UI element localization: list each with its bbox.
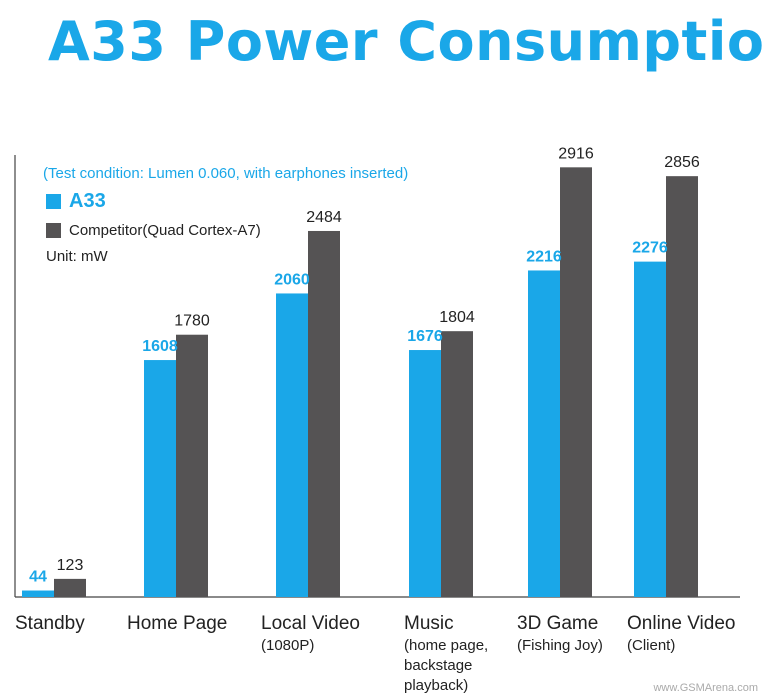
category-label-2: Local Video [261, 613, 360, 634]
legend-item-a33: A33 [46, 190, 106, 213]
bar-competitor-0 [54, 578, 86, 597]
bar-competitor-1 [176, 334, 208, 597]
category-sublabel-3-0: (home page, [404, 637, 488, 654]
data-label-competitor-5: 2856 [664, 154, 700, 171]
data-label-a33-0: 44 [29, 569, 47, 586]
bar-a33-5 [634, 261, 666, 597]
category-label-0: Standby [15, 613, 85, 634]
data-label-a33-4: 2216 [526, 248, 562, 265]
category-sublabel-3-2: playback) [404, 677, 468, 694]
bar-a33-4 [528, 270, 560, 597]
category-sublabel-4-0: (Fishing Joy) [517, 637, 603, 654]
bar-competitor-2 [308, 230, 340, 598]
category-label-5: Online Video [627, 613, 735, 634]
data-label-a33-1: 1608 [142, 338, 178, 355]
watermark: www.GSMArena.com [653, 682, 758, 694]
data-label-a33-3: 1676 [407, 328, 443, 345]
category-label-3: Music [404, 613, 454, 634]
legend-label-competitor: Competitor(Quad Cortex-A7) [69, 222, 261, 239]
bar-a33-3 [409, 350, 441, 597]
bar-a33-1 [144, 360, 176, 597]
bar-competitor-4 [560, 167, 592, 597]
category-sublabel-3-1: backstage [404, 657, 472, 674]
category-label-1: Home Page [127, 613, 227, 634]
legend-swatch-competitor [46, 223, 61, 238]
data-label-competitor-0: 123 [57, 557, 84, 574]
bar-competitor-3 [441, 331, 473, 597]
chart-title: A33 Power Consumption [48, 10, 766, 73]
data-label-competitor-1: 1780 [174, 313, 210, 330]
category-sublabel-2-0: (1080P) [261, 637, 314, 654]
data-label-competitor-4: 2916 [558, 145, 594, 162]
test-condition-note: (Test condition: Lumen 0.060, with earph… [43, 165, 409, 182]
unit-label: Unit: mW [46, 248, 108, 265]
data-label-a33-5: 2276 [632, 240, 668, 257]
bar-a33-2 [276, 293, 308, 597]
legend-swatch-a33 [46, 194, 61, 209]
data-label-competitor-2: 2484 [306, 209, 342, 226]
data-label-competitor-3: 1804 [439, 309, 475, 326]
category-sublabel-5-0: (Client) [627, 637, 675, 654]
data-label-a33-2: 2060 [274, 271, 310, 288]
category-label-4: 3D Game [517, 613, 598, 634]
legend-label-a33: A33 [69, 190, 106, 212]
bar-competitor-5 [666, 176, 698, 597]
bar-a33-0 [22, 590, 54, 597]
legend-item-competitor: Competitor(Quad Cortex-A7) [46, 222, 261, 239]
